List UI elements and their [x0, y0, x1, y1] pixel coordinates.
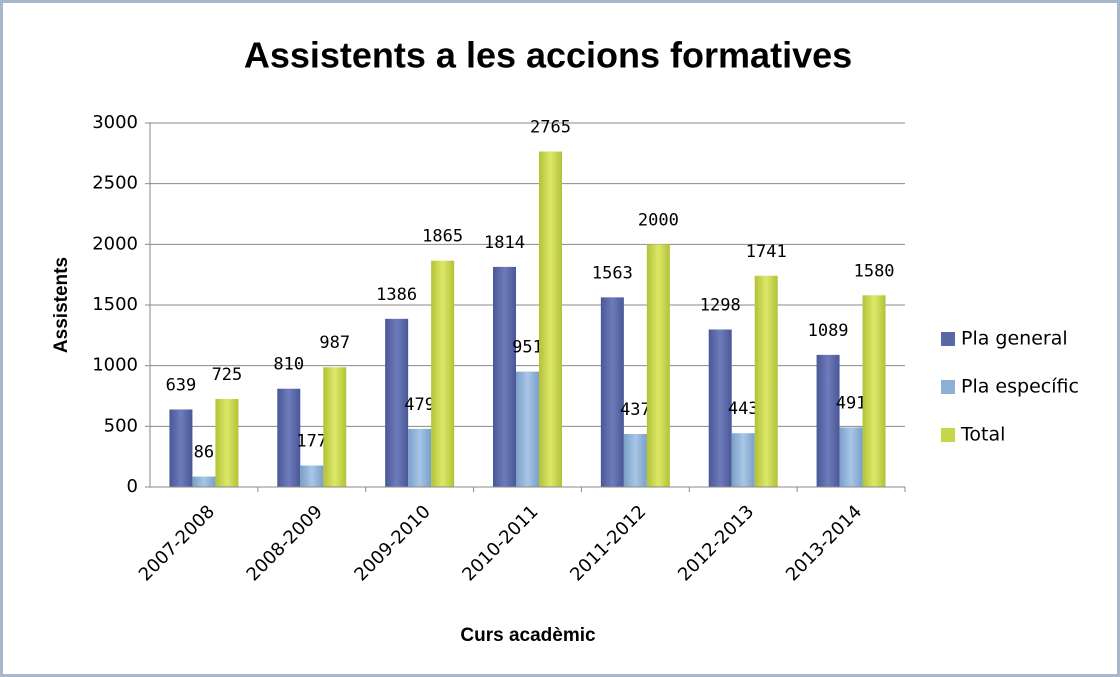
data-label: 1298 — [700, 296, 741, 316]
y-tick-label: 500 — [104, 415, 138, 436]
legend-swatch — [941, 428, 955, 442]
y-tick-label: 2500 — [92, 173, 138, 194]
legend-swatch — [941, 380, 955, 394]
data-label: 810 — [273, 355, 304, 375]
data-label: 1563 — [592, 263, 633, 283]
bar — [539, 151, 562, 487]
bar — [600, 297, 624, 487]
y-axis-title: Assistents — [51, 257, 72, 353]
data-label: 2000 — [638, 210, 679, 230]
y-tick-label: 1000 — [92, 355, 138, 376]
chart-title: Assistents a les accions formatives — [244, 35, 852, 76]
data-label: 86 — [194, 443, 214, 463]
bar — [708, 329, 732, 487]
data-label: 1089 — [808, 321, 849, 341]
data-label: 987 — [319, 333, 350, 353]
y-tick-label: 3000 — [92, 112, 138, 133]
legend-label: Pla específic — [961, 376, 1079, 398]
data-label: 2765 — [530, 118, 571, 138]
bar — [169, 409, 193, 487]
bar — [731, 433, 755, 487]
bar — [816, 354, 840, 487]
bar — [839, 427, 863, 487]
data-label: 1814 — [484, 233, 525, 253]
data-label: 491 — [836, 393, 867, 413]
bar — [646, 244, 670, 487]
y-tick-label: 2000 — [92, 233, 138, 254]
data-label: 437 — [620, 400, 651, 420]
bar — [516, 371, 539, 487]
bar — [215, 399, 239, 487]
data-label: 1386 — [376, 285, 417, 305]
bar — [300, 465, 324, 487]
legend-swatch — [941, 332, 955, 346]
bar — [277, 388, 301, 487]
data-label: 1741 — [746, 242, 787, 262]
data-label: 479 — [404, 395, 435, 415]
data-label: 177 — [296, 432, 327, 452]
x-axis-title: Curs acadèmic — [460, 625, 596, 646]
bar — [385, 318, 409, 487]
bar — [493, 266, 516, 487]
bar — [408, 428, 432, 487]
legend-label: Total — [960, 424, 1005, 446]
bar — [862, 295, 886, 487]
data-label: 951 — [512, 338, 543, 358]
bar — [192, 476, 216, 487]
bar — [323, 367, 347, 487]
bar — [431, 260, 455, 487]
data-label: 443 — [728, 399, 759, 419]
data-label: 725 — [212, 365, 243, 385]
legend-label: Pla general — [961, 328, 1068, 350]
data-label: 1865 — [422, 227, 463, 247]
bar — [754, 275, 778, 487]
data-label: 1580 — [854, 261, 895, 281]
bar — [623, 433, 647, 487]
y-tick-label: 1500 — [92, 294, 138, 315]
data-label: 639 — [166, 375, 197, 395]
y-tick-label: 0 — [127, 476, 138, 497]
